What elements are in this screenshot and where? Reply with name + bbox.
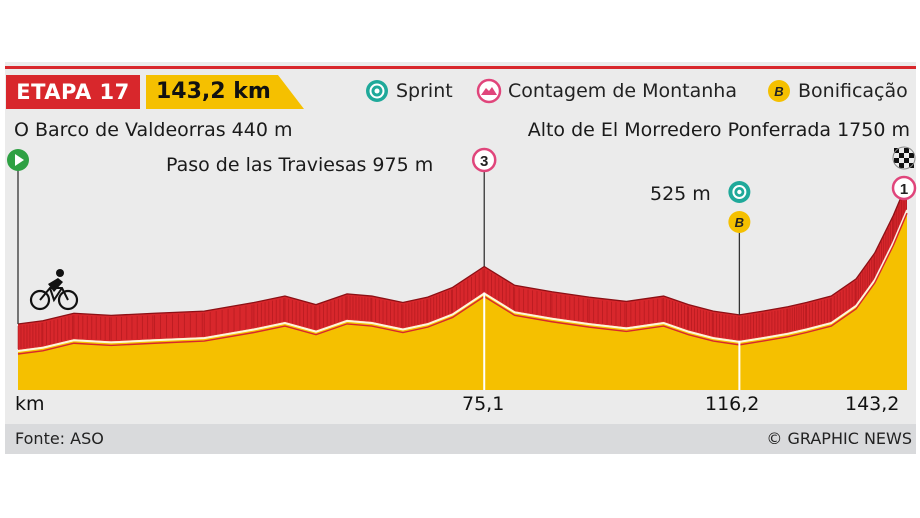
legend-bonus: B Bonificação [766,78,908,104]
mountain-icon [476,78,502,104]
finish-category-number: 1 [900,181,908,198]
sprint-marker-icon-ring [732,185,747,199]
distance-badge-shape [146,75,304,109]
legend-sprint: Sprint [364,78,453,104]
profile-road-line [17,209,908,352]
bonus-marker-letter: B [735,215,744,230]
profile-area [18,209,907,390]
stage-badge: ETAPA 17 [6,75,140,109]
footer-bar [5,424,916,454]
bonus-icon: B [768,80,790,102]
distance-badge: 143,2 km [146,75,304,109]
start-location-label: O Barco de Valdeorras 440 m [14,119,293,141]
profile-road-underline [17,212,908,355]
climb-category-icon [471,147,497,173]
sprint-marker-icon-dot [737,189,742,195]
source-credit: Fonte: ASO [15,429,104,448]
bonus-icon-letter: B [774,84,783,99]
x-axis-tick-3: 143,2 [845,393,900,415]
header-rule [5,66,916,69]
graphic-credit: © GRAPHIC NEWS [766,429,912,448]
sprint-altitude-label: 525 m [650,183,711,205]
finish-location-label: Alto de El Morredero Ponferrada 1750 m [527,119,910,141]
legend-sprint-label: Sprint [396,80,453,102]
start-icon-arrow [15,154,24,166]
climb-location-label: Paso de las Traviesas 975 m [166,154,434,176]
cyclist-icon [29,269,79,311]
x-axis-tick-1: 75,1 [462,393,505,415]
finish-flag-icon [892,146,916,170]
bonus-marker-icon [728,211,751,233]
finish-category-icon [891,175,917,201]
legend-bonus-label: Bonificação [798,80,908,102]
distance-label: 143,2 km [156,79,271,104]
legend-mountain: Contagem de Montanha [476,78,737,104]
legend-mountain-label: Contagem de Montanha [508,80,737,102]
x-axis-tick-0: km [15,393,45,415]
x-axis-tick-2: 116,2 [705,393,760,415]
sprint-icon [366,80,388,102]
climb-category-number: 3 [480,153,488,170]
profile-top-edge [17,182,908,325]
